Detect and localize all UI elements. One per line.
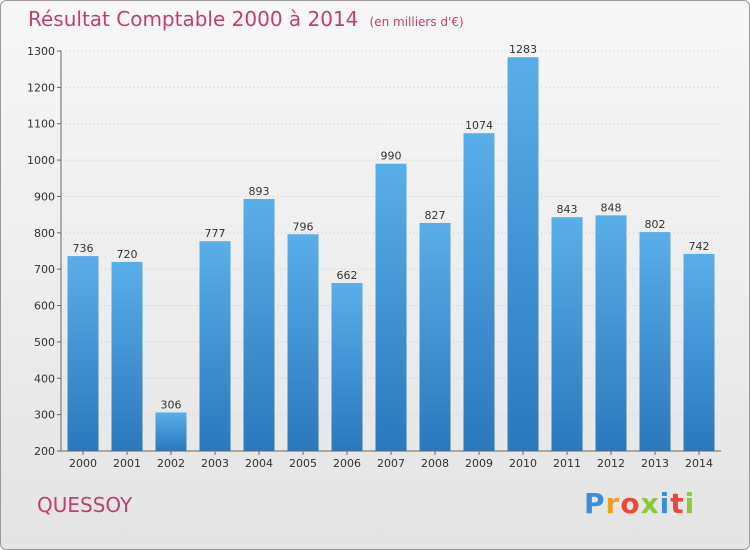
bar: [639, 232, 671, 451]
y-axis: 200 300 400 500 600 700 800 900 1000 1100 1200 1300: [27, 45, 62, 458]
y-tick-label: 800: [34, 227, 55, 240]
y-tick-label: 1200: [27, 81, 55, 94]
logo-letter: r: [605, 487, 621, 520]
bar: [419, 223, 451, 451]
y-tick-label: 900: [34, 190, 55, 203]
chart-subtitle: (en milliers d'€): [369, 15, 464, 29]
bar: [595, 215, 627, 451]
x-tick-label: 2014: [685, 457, 713, 470]
x-tick-label: 2001: [113, 457, 141, 470]
bar-value-label: 720: [117, 248, 138, 261]
bar: [507, 57, 539, 451]
bar-value-label: 306: [161, 398, 182, 411]
x-tick-label: 2007: [377, 457, 405, 470]
city-name: QUESSOY: [37, 493, 133, 517]
x-tick-label: 2002: [157, 457, 185, 470]
x-tick-label: 2012: [597, 457, 625, 470]
bar: [111, 261, 143, 451]
chart-title-block: Résultat Comptable 2000 à 2014 (en milli…: [28, 7, 464, 31]
y-tick-label: 400: [34, 372, 55, 385]
x-tick-label: 2013: [641, 457, 669, 470]
bar: [331, 283, 363, 451]
bar-value-label: 827: [425, 209, 446, 222]
x-tick-label: 2011: [553, 457, 581, 470]
logo-letter: t: [670, 487, 685, 520]
logo-letter: x: [640, 487, 660, 520]
logo-letter: P: [584, 487, 606, 520]
chart-title: Résultat Comptable 2000 à 2014: [28, 7, 359, 31]
y-tick-label: 1100: [27, 118, 55, 131]
bar-value-label: 736: [73, 242, 94, 255]
bar: [287, 234, 319, 451]
bar-value-label: 777: [205, 227, 226, 240]
bar: [463, 133, 495, 451]
bar: [375, 163, 407, 451]
bar-value-label: 843: [557, 203, 578, 216]
x-axis: 2000 2001 2002 2003 2004 2005 2006 2007 2008 2009…: [61, 450, 721, 470]
bar-value-label: 1283: [509, 43, 537, 56]
logo-letter: i: [684, 487, 696, 520]
bars: 736 720 306 777 893 796 662 990 827 1074 1283 843 84…: [67, 43, 715, 451]
bar: [683, 253, 715, 451]
x-tick-label: 2000: [69, 457, 97, 470]
bar-value-label: 662: [337, 269, 358, 282]
y-tick-label: 1000: [27, 154, 55, 167]
proxiti-logo: Proxiti: [584, 487, 695, 520]
bar-value-label: 848: [601, 201, 622, 214]
logo-letter: i: [659, 487, 671, 520]
y-tick-label: 300: [34, 409, 55, 422]
y-tick-label: 600: [34, 300, 55, 313]
y-tick-label: 500: [34, 336, 55, 349]
bar-value-label: 742: [689, 240, 710, 253]
bar: [551, 217, 583, 451]
bar-value-label: 893: [249, 185, 270, 198]
x-tick-label: 2006: [333, 457, 361, 470]
bar-value-label: 796: [293, 220, 314, 233]
x-tick-label: 2008: [421, 457, 449, 470]
x-tick-label: 2004: [245, 457, 273, 470]
bar: [155, 412, 187, 451]
bar-chart: 200 300 400 500 600 700 800 900 1000 1100 1200 1300…: [27, 43, 721, 470]
logo-letter: o: [620, 487, 641, 520]
bar-value-label: 802: [645, 218, 666, 231]
x-tick-label: 2003: [201, 457, 229, 470]
bar-value-label: 1074: [465, 119, 493, 132]
bar: [199, 241, 231, 451]
bar: [67, 256, 99, 451]
x-tick-label: 2005: [289, 457, 317, 470]
bar: [243, 199, 275, 451]
y-tick-label: 700: [34, 263, 55, 276]
x-tick-label: 2010: [509, 457, 537, 470]
y-tick-label: 200: [34, 445, 55, 458]
y-tick-label: 1300: [27, 45, 55, 58]
x-tick-label: 2009: [465, 457, 493, 470]
bar-value-label: 990: [381, 150, 402, 163]
